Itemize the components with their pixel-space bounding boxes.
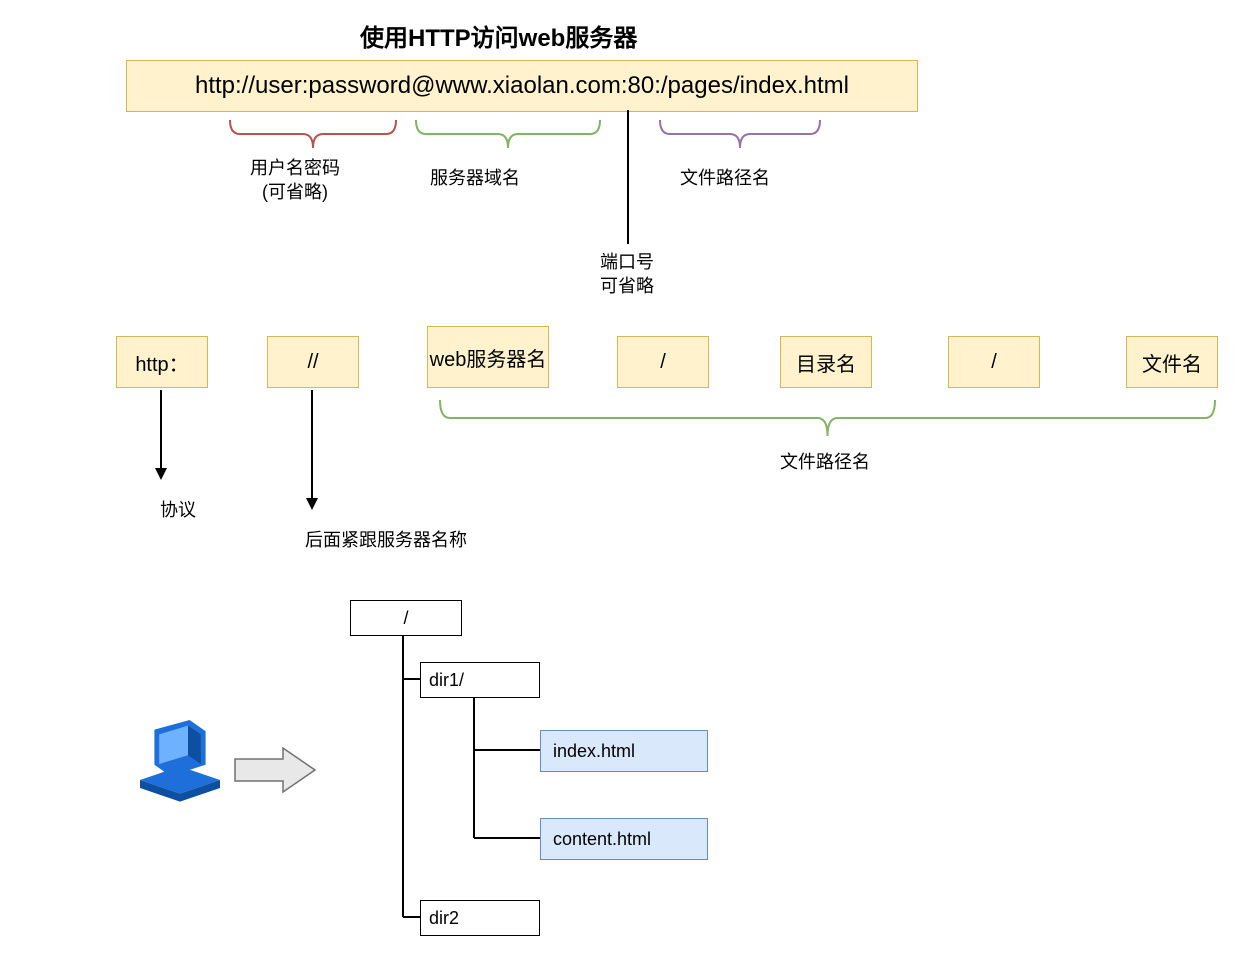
annotation-filepath: 文件路径名 (680, 166, 770, 190)
label-bottom-filepath: 文件路径名 (780, 450, 870, 474)
annotation-userpass-line1: 用户名密码 (250, 156, 340, 180)
annotation-userpass: 用户名密码 (可省略) (250, 156, 340, 204)
token-box-5: / (948, 336, 1040, 388)
annotation-domain: 服务器域名 (430, 166, 520, 190)
url-example-box: http://user:password@www.xiaolan.com:80:… (126, 60, 918, 112)
big-arrow-icon (235, 748, 315, 792)
computer-icon (140, 720, 220, 802)
token-box-1: // (267, 336, 359, 388)
label-proto: 协议 (160, 498, 196, 522)
tree-dir1: dir1/ (420, 662, 540, 698)
token-box-0: http： (116, 336, 208, 388)
brace-userpass (230, 120, 396, 148)
tree-index-label: index.html (553, 741, 635, 762)
arrow-slashes (306, 390, 318, 510)
annotation-port: 端口号 可省略 (600, 250, 654, 298)
url-example-text: http://user:password@www.xiaolan.com:80:… (195, 72, 849, 100)
annotation-userpass-line2: (可省略) (250, 180, 340, 204)
diagram-title: 使用HTTP访问web服务器 (360, 18, 637, 53)
token-box-2: web服务器名 (427, 326, 549, 388)
label-slashes: 后面紧跟服务器名称 (305, 528, 467, 552)
brace-bottom (440, 400, 1215, 436)
token-box-4: 目录名 (780, 336, 872, 388)
tree-dir2: dir2 (420, 900, 540, 936)
tree-dir2-label: dir2 (429, 908, 459, 929)
arrow-proto (155, 390, 167, 480)
tree-content: content.html (540, 818, 708, 860)
brace-filepath (660, 120, 820, 148)
annotation-port-line2: 可省略 (600, 274, 654, 298)
tree-root: / (350, 600, 462, 636)
brace-domain (416, 120, 600, 148)
tree-index: index.html (540, 730, 708, 772)
tree-dir1-label: dir1/ (429, 670, 464, 691)
annotation-port-line1: 端口号 (600, 250, 654, 274)
token-box-3: / (617, 336, 709, 388)
token-box-6: 文件名 (1126, 336, 1218, 388)
tree-content-label: content.html (553, 829, 651, 850)
tree-root-label: / (403, 608, 408, 629)
